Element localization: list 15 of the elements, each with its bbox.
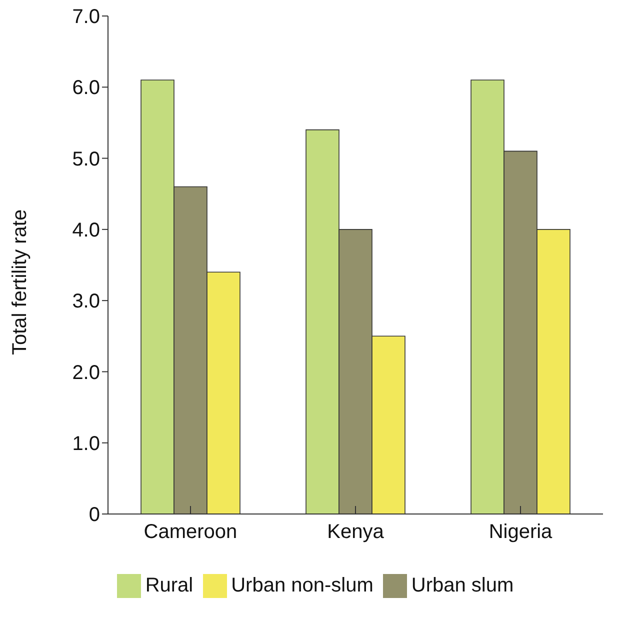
x-tick-label: Nigeria bbox=[488, 521, 554, 544]
y-tick-label: 2.0 bbox=[72, 362, 100, 384]
legend-label: Urban slum bbox=[411, 574, 514, 596]
legend-label: Urban non-slum bbox=[231, 574, 374, 596]
y-tick-label: 1.0 bbox=[72, 432, 100, 455]
y-tick-label: 4.0 bbox=[72, 220, 100, 242]
y-tick-label: 0 bbox=[88, 504, 100, 526]
y-tick-label: 5.0 bbox=[72, 148, 100, 170]
x-tick-label: Cameroon bbox=[144, 521, 238, 544]
y-tick-label: 6.0 bbox=[72, 77, 100, 100]
y-tick-label: 7.0 bbox=[72, 6, 100, 28]
legend-label: Rural bbox=[145, 574, 194, 596]
y-axis-title: Total fertility rate bbox=[9, 209, 32, 355]
x-tick-label: Kenya bbox=[327, 521, 385, 544]
y-tick-label: 3.0 bbox=[72, 290, 100, 313]
